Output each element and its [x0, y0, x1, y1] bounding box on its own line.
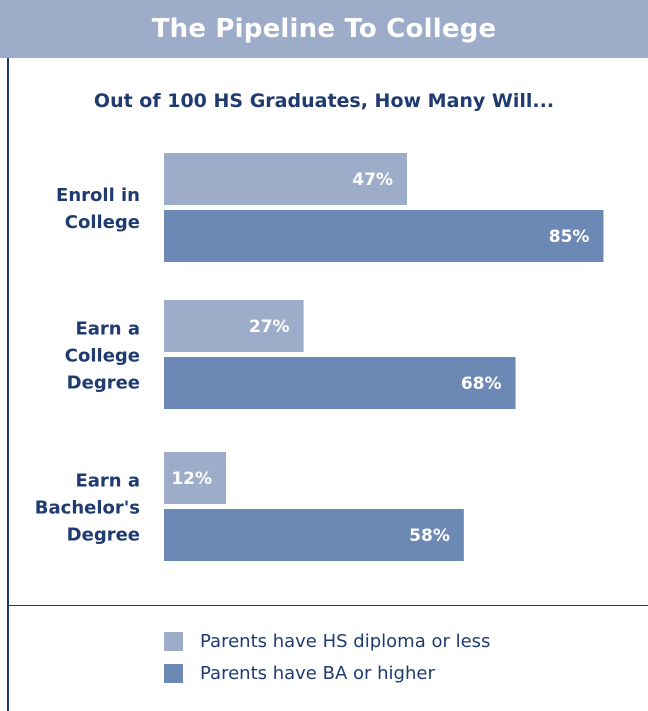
category-label-line: Enroll in	[56, 185, 140, 206]
data-label-ba-1: 68%	[461, 374, 502, 394]
category-label-line: Degree	[67, 373, 140, 394]
bar-ba-0	[164, 210, 604, 262]
category-label-line: Bachelor's	[35, 498, 140, 519]
legend-label-ba: Parents have BA or higher	[200, 662, 435, 684]
header-band: The Pipeline To College	[0, 0, 648, 58]
category-label-0: Enroll in College	[56, 185, 140, 233]
bar-hs-2	[164, 452, 227, 504]
category-label-line: College	[65, 212, 140, 233]
legend-item-ba: Parents have BA or higher	[164, 659, 490, 687]
data-label-ba-2: 58%	[409, 526, 450, 546]
chart-subtitle: Out of 100 HS Graduates, How Many Will..…	[93, 90, 555, 112]
bar-ba-1	[164, 357, 516, 409]
legend-swatch-ba	[164, 663, 183, 683]
category-label-line: Earn a	[75, 471, 140, 492]
category-label-1: Earn a College Degree	[65, 319, 140, 394]
legend: Parents have HS diploma or less Parents …	[164, 627, 490, 691]
bar-chart: 47% 85% Enroll in College 27% 68% Earn a Colleg…	[35, 153, 604, 561]
divider	[8, 605, 648, 606]
data-label-hs-2: 12%	[171, 469, 212, 489]
category-label-line: Earn a	[75, 319, 140, 340]
data-label-hs-1: 27%	[249, 317, 290, 337]
bar-ba-2	[164, 509, 464, 561]
legend-label-hs: Parents have HS diploma or less	[200, 630, 491, 652]
category-label-line: College	[65, 346, 140, 367]
legend-swatch-hs	[164, 631, 183, 651]
bar-hs-1	[164, 300, 304, 352]
bar-hs-0	[164, 153, 407, 205]
category-label-line: Degree	[67, 525, 140, 546]
data-label-ba-0: 85%	[549, 227, 590, 247]
page-title: The Pipeline To College	[151, 14, 497, 44]
legend-item-hs: Parents have HS diploma or less	[164, 627, 490, 655]
category-label-2: Earn a Bachelor's Degree	[35, 471, 140, 546]
left-rule	[7, 58, 9, 711]
data-label-hs-0: 47%	[352, 170, 393, 190]
